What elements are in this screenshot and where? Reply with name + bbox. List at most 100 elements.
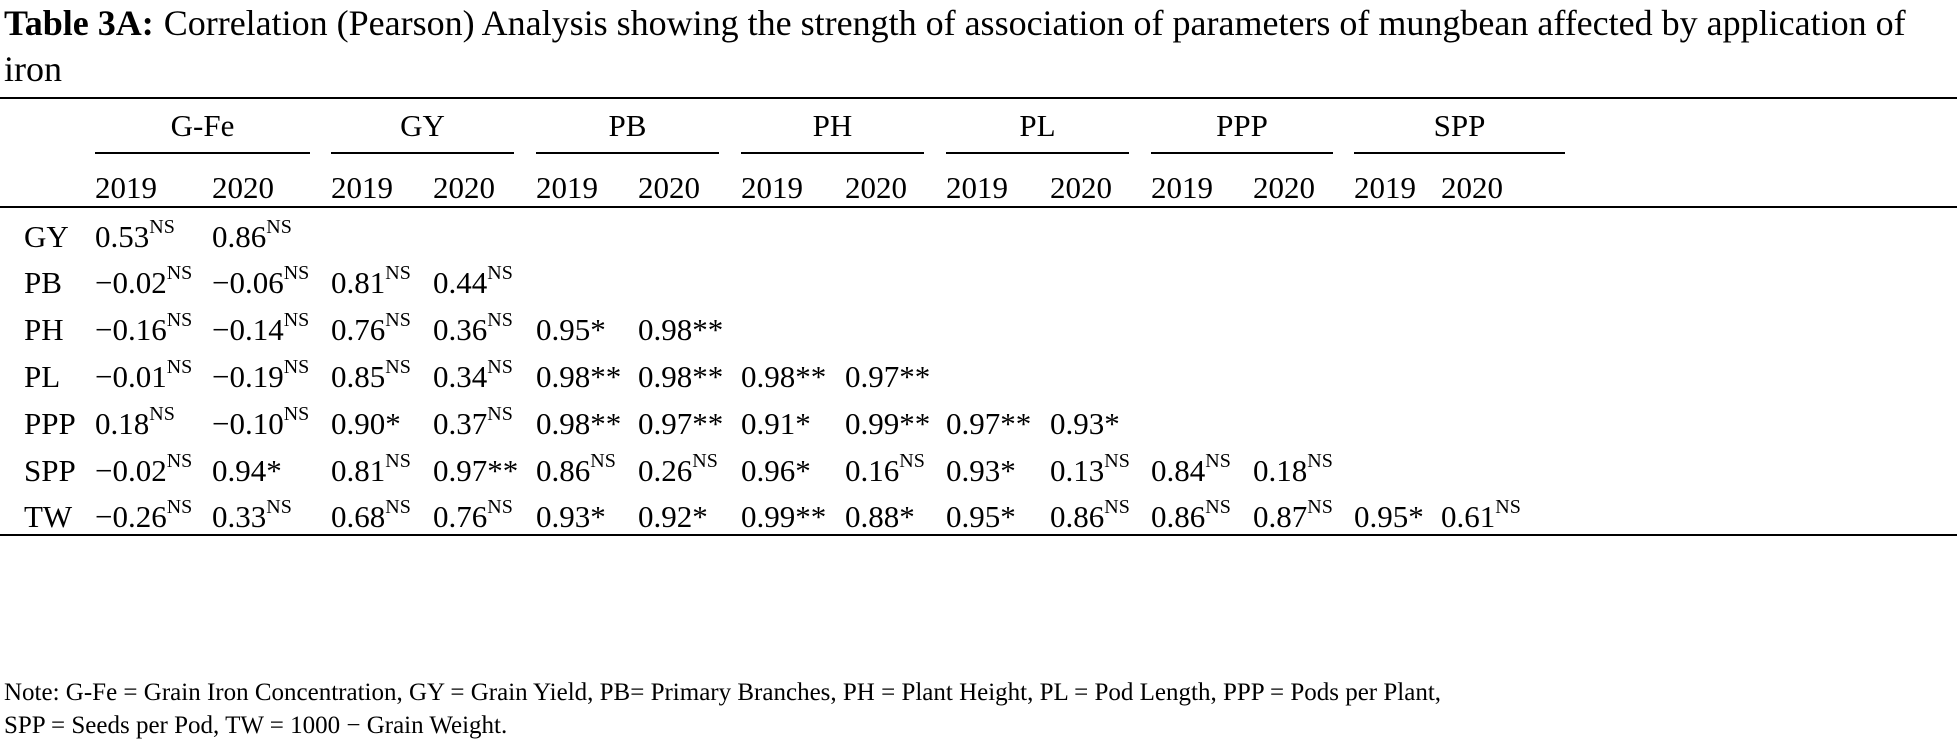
- table-cell: 0.92*: [638, 497, 708, 537]
- group-rule-ppp: [1151, 152, 1333, 154]
- cell-value: 0.99**: [845, 406, 931, 441]
- cell-value: 0.33: [212, 499, 267, 534]
- table-cell: 0.81NS: [331, 263, 411, 303]
- cell-value: 0.99**: [741, 499, 827, 534]
- row-label-ph: PH: [24, 312, 64, 347]
- table-cell: 0.13NS: [1050, 451, 1130, 491]
- group-rule-gy: [331, 152, 514, 154]
- cell-value: 0.18: [95, 406, 150, 441]
- table-cell: 0.86NS: [212, 217, 292, 257]
- table-cell: 0.93*: [536, 497, 606, 537]
- group-header-ppp: PPP: [1216, 108, 1268, 143]
- cell-value: 0.44: [433, 265, 488, 300]
- table-cell: 0.86NS: [1050, 497, 1130, 537]
- significance-marker: NS: [385, 355, 411, 378]
- significance-marker: NS: [149, 402, 175, 425]
- significance-marker: NS: [1104, 449, 1130, 472]
- cell-value: 0.96*: [741, 453, 811, 488]
- table-cell: 0.86NS: [536, 451, 616, 491]
- cell-value: 0.84: [1151, 453, 1206, 488]
- table-cell: −0.02NS: [95, 451, 192, 491]
- table-cell: 0.26NS: [638, 451, 718, 491]
- table-cell: 0.95*: [946, 497, 1016, 537]
- cell-value: 0.95*: [536, 312, 606, 347]
- group-header-spp: SPP: [1433, 108, 1486, 143]
- cell-value: 0.36: [433, 312, 488, 347]
- table-cell: 0.95*: [1354, 497, 1424, 537]
- significance-marker: NS: [1495, 495, 1521, 518]
- table-bottom-rule: [0, 534, 1957, 536]
- table-cell: −0.10NS: [212, 404, 309, 444]
- cell-value: 0.68: [331, 499, 386, 534]
- table-cell: 0.18NS: [1253, 451, 1333, 491]
- year-header-gy-2019: 2019: [331, 170, 393, 205]
- cell-value: 0.98**: [536, 406, 622, 441]
- cell-value: 0.98**: [638, 359, 724, 394]
- table-cell: 0.94*: [212, 451, 282, 491]
- cell-value: −0.01: [95, 359, 167, 394]
- cell-value: 0.93*: [1050, 406, 1120, 441]
- table-cell: −0.14NS: [212, 310, 309, 350]
- cell-value: 0.76: [331, 312, 386, 347]
- table-cell: −0.19NS: [212, 357, 309, 397]
- cell-value: 0.85: [331, 359, 386, 394]
- table-cell: 0.97**: [433, 451, 518, 491]
- group-rule-g-fe: [95, 152, 310, 154]
- table-cell: 0.37NS: [433, 404, 513, 444]
- cell-value: 0.16: [845, 453, 900, 488]
- table-cell: −0.06NS: [212, 263, 309, 303]
- significance-marker: NS: [283, 308, 310, 331]
- table-cell: 0.76NS: [331, 310, 411, 350]
- table-cell: 0.98**: [638, 357, 723, 397]
- table-cell: 0.53NS: [95, 217, 175, 257]
- cell-value: 0.98**: [741, 359, 827, 394]
- significance-marker: NS: [385, 449, 411, 472]
- table-cell: 0.97**: [946, 404, 1031, 444]
- year-header-g-fe-2019: 2019: [95, 170, 157, 205]
- table-cell: 0.99**: [845, 404, 930, 444]
- table-caption-text: Correlation (Pearson) Analysis showing t…: [4, 3, 1906, 89]
- cell-value: 0.86: [1050, 499, 1105, 534]
- cell-value: 0.91*: [741, 406, 811, 441]
- table-header-rule: [0, 206, 1957, 208]
- significance-marker: NS: [385, 308, 411, 331]
- cell-value: −0.06: [212, 265, 284, 300]
- year-header-pl-2020: 2020: [1050, 170, 1112, 205]
- group-rule-spp: [1354, 152, 1565, 154]
- significance-marker: NS: [166, 449, 193, 472]
- table-cell: 0.91*: [741, 404, 811, 444]
- cell-value: 0.13: [1050, 453, 1105, 488]
- table-cell: 0.99**: [741, 497, 826, 537]
- significance-marker: NS: [692, 449, 718, 472]
- significance-marker: NS: [283, 355, 310, 378]
- cell-value: 0.76: [433, 499, 488, 534]
- year-header-pb-2019: 2019: [536, 170, 598, 205]
- table-caption-label: Table 3A:: [4, 3, 154, 43]
- table-cell: 0.85NS: [331, 357, 411, 397]
- year-header-gy-2020: 2020: [433, 170, 495, 205]
- group-header-pl: PL: [1019, 108, 1056, 143]
- table-cell: 0.97**: [845, 357, 930, 397]
- significance-marker: NS: [166, 495, 193, 518]
- table-cell: 0.90*: [331, 404, 401, 444]
- cell-value: 0.61: [1441, 499, 1496, 534]
- table-cell: −0.16NS: [95, 310, 192, 350]
- significance-marker: NS: [266, 495, 292, 518]
- table-cell: 0.36NS: [433, 310, 513, 350]
- row-label-pl: PL: [24, 359, 61, 394]
- significance-marker: NS: [590, 449, 616, 472]
- table-cell: 0.61NS: [1441, 497, 1521, 537]
- cell-value: −0.14: [212, 312, 284, 347]
- table-cell: 0.96*: [741, 451, 811, 491]
- significance-marker: NS: [1307, 449, 1333, 472]
- row-label-gy: GY: [24, 219, 69, 254]
- table-cell: 0.93*: [1050, 404, 1120, 444]
- significance-marker: NS: [149, 215, 175, 238]
- row-label-tw: TW: [24, 499, 73, 534]
- cell-value: −0.10: [212, 406, 284, 441]
- table-cell: −0.26NS: [95, 497, 192, 537]
- cell-value: 0.90*: [331, 406, 401, 441]
- year-header-ppp-2020: 2020: [1253, 170, 1315, 205]
- table-note-line-2: SPP = Seeds per Pod, TW = 1000 − Grain W…: [4, 712, 508, 739]
- cell-value: 0.98**: [536, 359, 622, 394]
